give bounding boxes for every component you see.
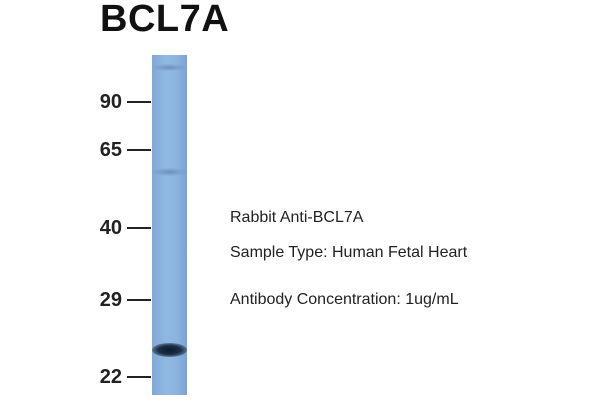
marker-tick xyxy=(127,227,151,229)
marker-label: 40 xyxy=(99,217,122,239)
marker-label: 22 xyxy=(99,366,122,388)
marker-tick xyxy=(127,149,151,151)
strong-band xyxy=(152,343,187,357)
concentration-note: Antibody Concentration: 1ug/mL xyxy=(230,291,459,308)
marker-label: 65 xyxy=(99,139,122,161)
marker-tick xyxy=(127,101,151,103)
blot-lane xyxy=(152,55,187,395)
faint-band xyxy=(152,64,187,71)
faint-band xyxy=(152,168,187,176)
title: BCL7A xyxy=(100,0,230,40)
marker-tick xyxy=(127,299,151,301)
marker-label: 29 xyxy=(99,289,122,311)
marker-tick xyxy=(127,376,151,378)
marker-label: 90 xyxy=(99,91,122,113)
antibody-note: Rabbit Anti-BCL7A xyxy=(230,209,364,226)
sample-note: Sample Type: Human Fetal Heart xyxy=(230,244,468,261)
